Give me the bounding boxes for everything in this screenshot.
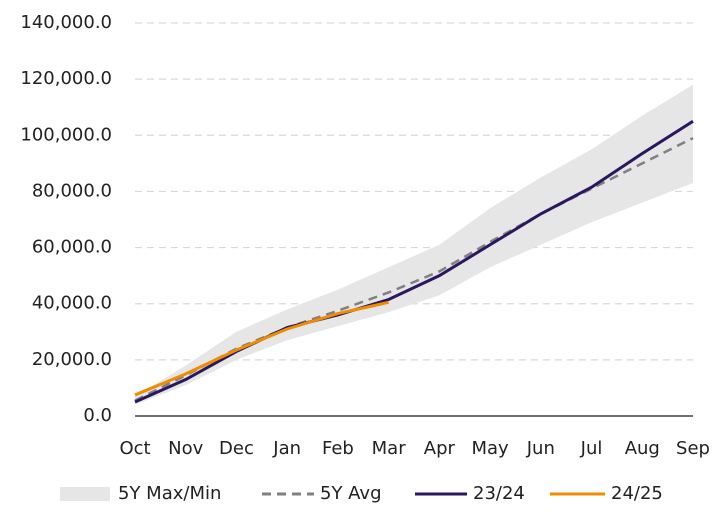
legend-label: 5Y Avg <box>320 483 382 504</box>
series-line <box>134 119 694 404</box>
x-tick-label: Dec <box>219 438 254 459</box>
legend-label: 5Y Max/Min <box>118 483 221 504</box>
y-tick-label: 0.0 <box>83 405 112 426</box>
legend-swatch <box>60 487 110 501</box>
y-tick-label: 60,000.0 <box>32 237 112 258</box>
x-tick-label: Nov <box>168 438 203 459</box>
x-tick-label: Sep <box>676 438 710 459</box>
x-tick-label: May <box>471 438 509 459</box>
x-tick-label: Jul <box>580 438 603 459</box>
y-tick-label: 120,000.0 <box>20 68 112 89</box>
series-line <box>134 300 389 397</box>
x-tick-label: Oct <box>119 438 150 459</box>
legend-label: 24/25 <box>611 483 663 504</box>
y-tick-label: 100,000.0 <box>20 124 112 145</box>
y-tick-label: 140,000.0 <box>20 12 112 33</box>
y-tick-label: 40,000.0 <box>32 293 112 314</box>
x-tick-label: Apr <box>424 438 456 459</box>
x-tick-label: Jan <box>272 438 301 459</box>
y-tick-label: 80,000.0 <box>32 180 112 201</box>
x-tick-label: Aug <box>625 438 660 459</box>
x-tick-label: Jun <box>526 438 555 459</box>
x-tick-label: Mar <box>372 438 407 459</box>
series-line <box>134 136 694 402</box>
range-band <box>135 84 693 405</box>
legend-label: 23/24 <box>473 483 525 504</box>
y-tick-label: 20,000.0 <box>32 349 112 370</box>
x-tick-label: Feb <box>322 438 354 459</box>
